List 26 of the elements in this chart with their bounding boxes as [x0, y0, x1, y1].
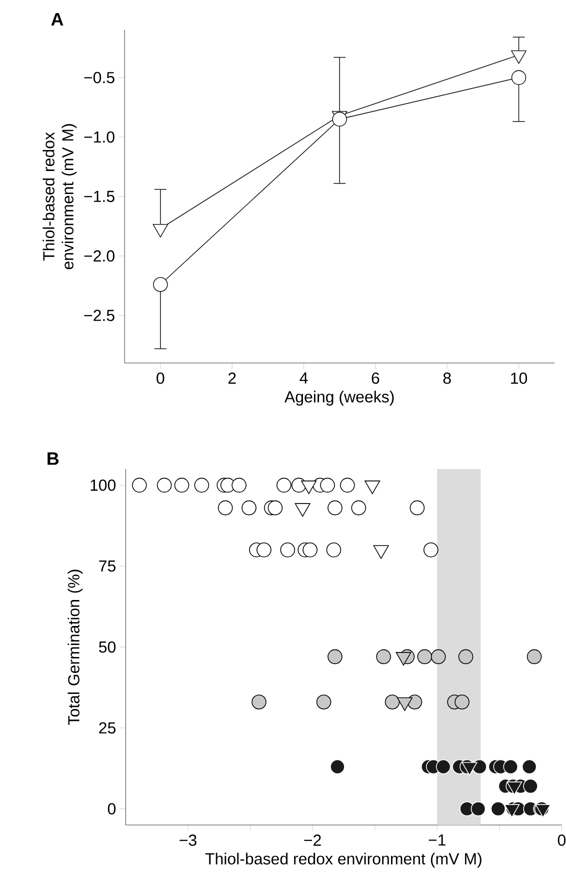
x-tick-label: −2 [304, 834, 321, 846]
x-tick-label: −3 [180, 834, 196, 846]
y-tick-label: −0.5 [84, 72, 114, 84]
y-tick-label: 100 [90, 480, 116, 491]
y-tick-label: −2.0 [84, 250, 114, 262]
x-axis-title: Thiol-based redox environment (mV M) [205, 852, 482, 868]
y-tick-label: 0 [108, 803, 116, 814]
x-tick-label: 2 [228, 372, 236, 384]
x-tick-label: 6 [372, 372, 380, 384]
y-tick-label: −2.5 [84, 310, 114, 322]
y-tick-label: 75 [99, 560, 116, 572]
x-axis-title: Ageing (weeks) [284, 390, 394, 406]
y-axis-title: Total Germination (%) [68, 570, 83, 725]
x-tick-label: −1 [428, 834, 446, 846]
y-tick-label: 25 [99, 722, 116, 734]
chart-title: B [48, 452, 59, 465]
x-tick-label: 8 [443, 372, 451, 384]
x-tick-label: 0 [558, 834, 566, 846]
x-tick-label: 10 [511, 372, 528, 384]
x-tick-label: 0 [156, 372, 164, 384]
y-tick-label: −1.5 [84, 190, 114, 202]
chart-title: A [51, 13, 64, 26]
y-tick-label: 50 [99, 641, 116, 653]
x-tick-label: 4 [300, 372, 308, 384]
y-tick-label: −1.0 [84, 131, 114, 143]
y-axis-title: Thiol-based redox environment (mV M) [42, 124, 77, 270]
